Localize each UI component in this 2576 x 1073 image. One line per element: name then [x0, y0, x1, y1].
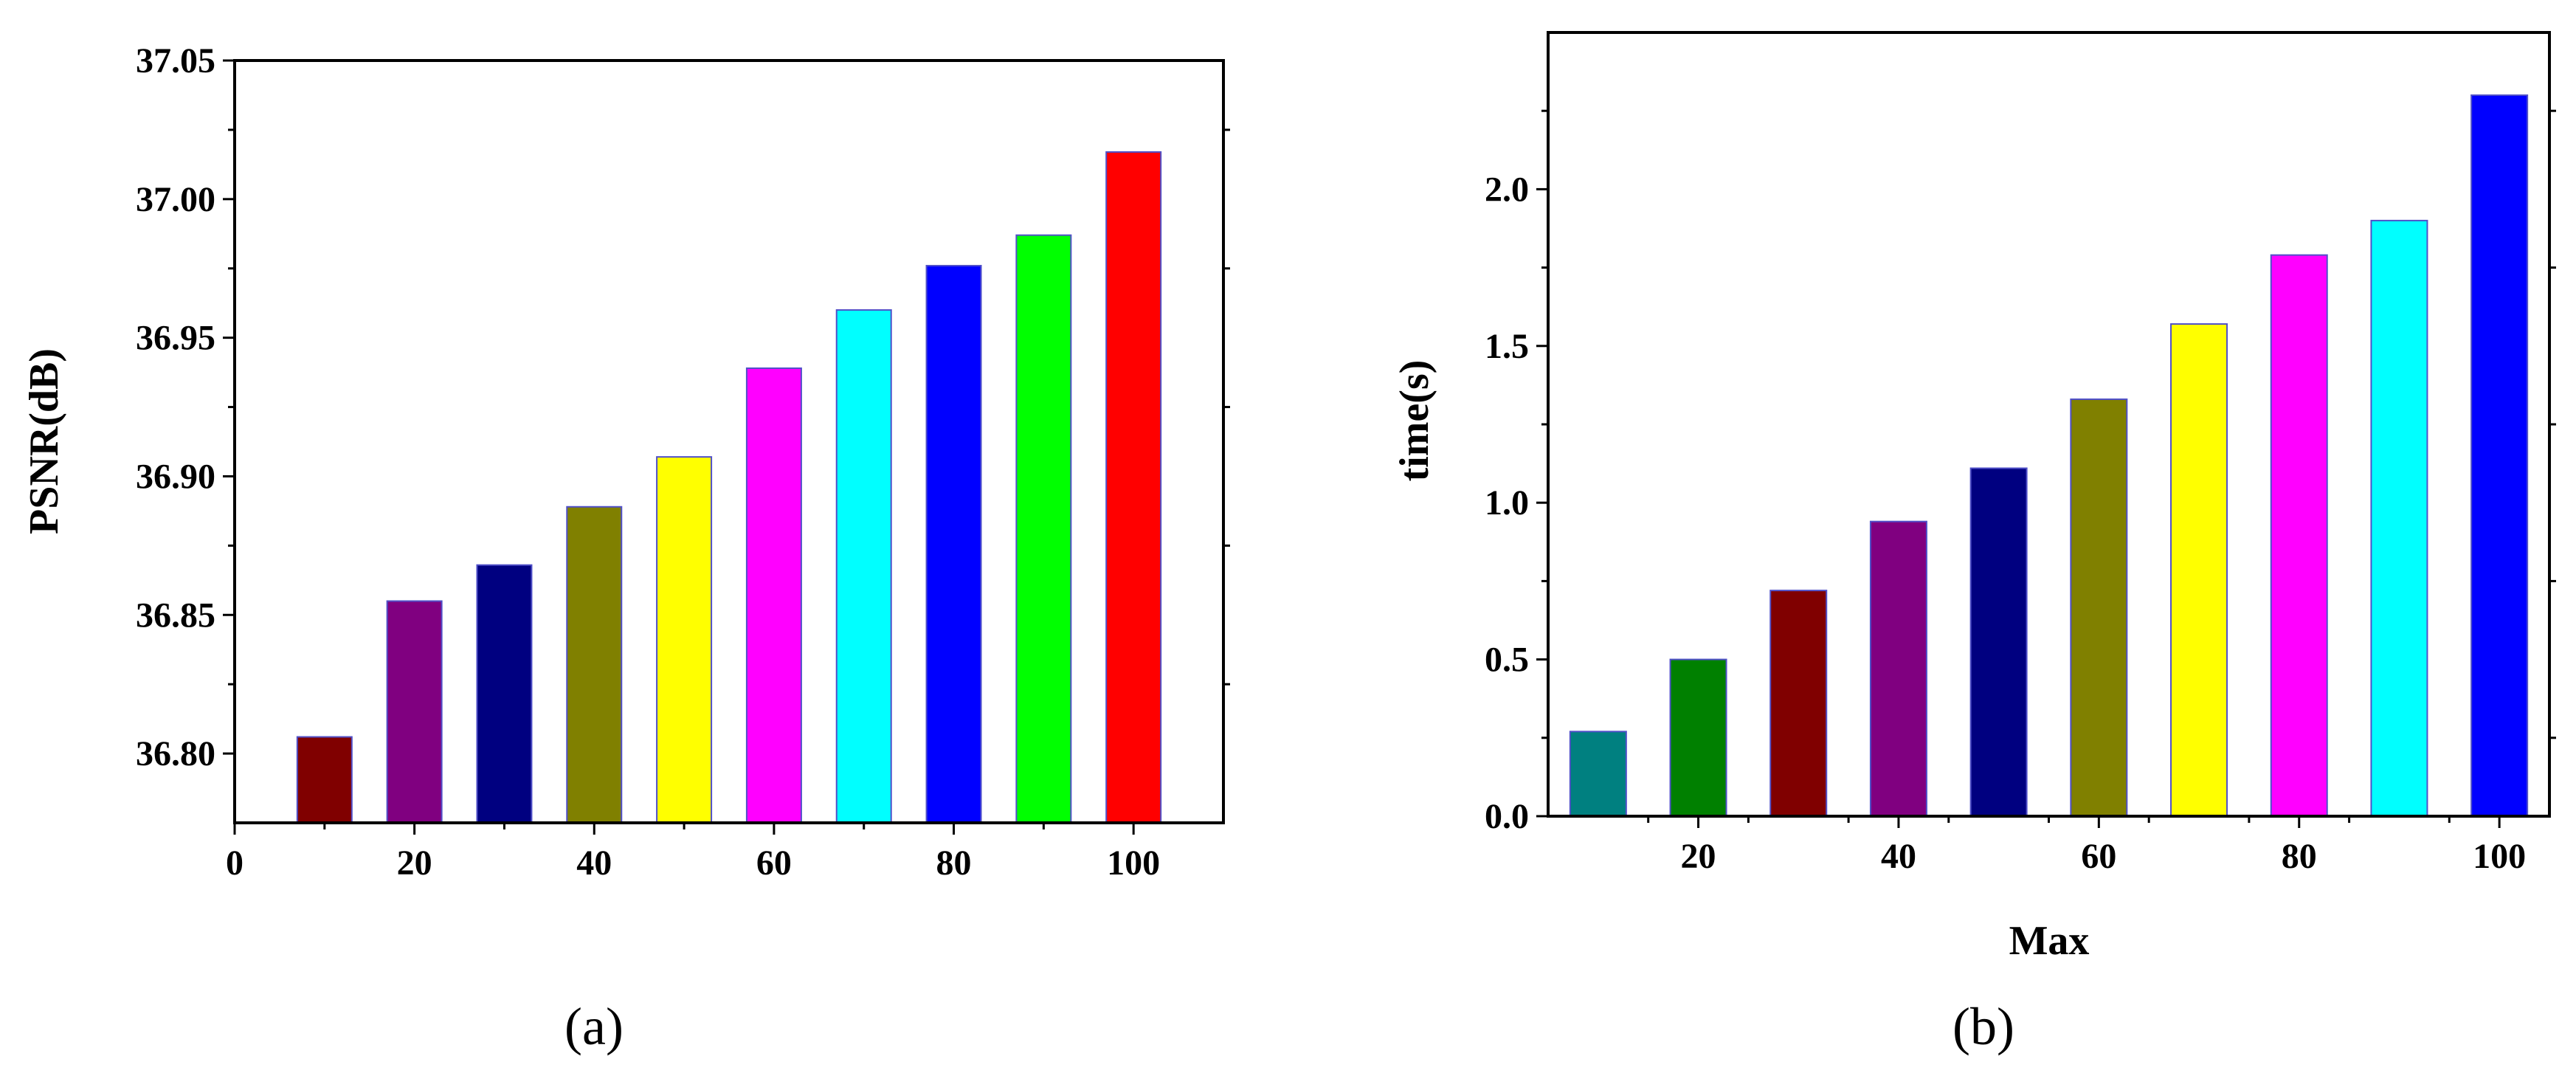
- x-tick-label: 20: [397, 843, 432, 883]
- bar-40: [1869, 520, 1927, 817]
- bar-10: [1569, 731, 1627, 818]
- bar-80: [925, 264, 982, 824]
- bar-90: [2370, 219, 2428, 817]
- bar-30: [1769, 590, 1828, 817]
- y-tick-label: 36.95: [136, 319, 215, 358]
- bars-group-b: [1569, 94, 2529, 818]
- x-tick-label: 20: [1681, 837, 1716, 876]
- y-tick-label: 37.00: [136, 180, 215, 219]
- x-tick-label: 0: [226, 843, 244, 883]
- x-tick-label: 40: [1881, 837, 1916, 876]
- x-ticks-group-a: 0 20 40 60 80 100: [226, 823, 1160, 883]
- chart-panel-b: 20 40 60 80 100 0.00.51.01.52.0 time(s) Max …: [1392, 31, 2556, 1056]
- y-ticks-group-b: 0.0 0.5 1.0 1.5 2.0: [1485, 109, 2556, 836]
- bar-100: [2470, 94, 2529, 817]
- bar-30: [476, 564, 533, 824]
- x-axis-title-b: Max: [2009, 918, 2090, 964]
- bar-20: [386, 600, 443, 824]
- x-tick-label: 80: [936, 843, 972, 883]
- bar-70: [2170, 323, 2228, 817]
- bar-10: [296, 736, 353, 824]
- bar-60: [2070, 399, 2128, 817]
- bars-group-a: [296, 151, 1162, 824]
- y-tick-label: 36.90: [136, 457, 215, 496]
- bar-60: [745, 367, 802, 824]
- y-tick-label: 37.05: [136, 41, 215, 80]
- y-tick-label: 2.0: [1485, 170, 1529, 209]
- y-ticks-group-a: 36.80 36.85 36.90 36.95 37.00 37.05: [136, 41, 1230, 773]
- x-tick-label: 100: [1107, 843, 1160, 883]
- panel-label-b: (b): [1952, 997, 2014, 1056]
- y-axis-title-a: PSNR(dB): [21, 348, 67, 534]
- bar-50: [656, 456, 713, 824]
- bar-100: [1105, 151, 1162, 824]
- y-tick-label: 0.5: [1485, 641, 1529, 680]
- bar-20: [1669, 658, 1727, 817]
- x-tick-label: 40: [576, 843, 612, 883]
- x-tick-label: 100: [2473, 837, 2526, 876]
- plot-frame-a: [233, 59, 1225, 824]
- y-tick-label: 0.0: [1485, 797, 1529, 836]
- bar-90: [1015, 234, 1072, 824]
- bar-50: [1969, 467, 2028, 817]
- x-tick-label: 80: [2282, 837, 2317, 876]
- panel-label-a: (a): [564, 997, 624, 1056]
- y-axis-title-b: time(s): [1392, 360, 1437, 482]
- y-tick-label: 1.0: [1485, 483, 1529, 522]
- x-ticks-group-b: 20 40 60 80 100: [1647, 816, 2526, 876]
- x-tick-label: 60: [756, 843, 792, 883]
- bar-80: [2270, 254, 2328, 818]
- y-tick-label: 36.85: [136, 596, 215, 635]
- chart-panel-a: 0 20 40 60 80 100 36.80 36.85 36.90 36.95 37.00 37…: [21, 41, 1230, 1056]
- bar-40: [566, 506, 623, 824]
- plot-frame-b: [1547, 31, 2551, 818]
- x-tick-label: 60: [2081, 837, 2116, 876]
- bar-70: [835, 309, 892, 824]
- y-tick-label: 36.80: [136, 734, 215, 773]
- y-tick-label: 1.5: [1485, 327, 1529, 366]
